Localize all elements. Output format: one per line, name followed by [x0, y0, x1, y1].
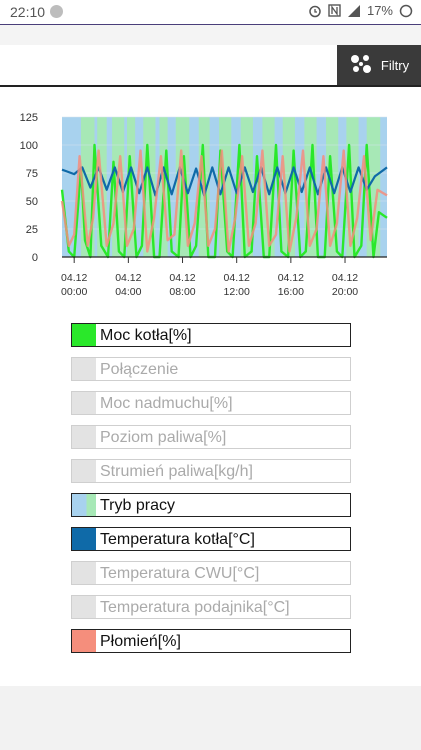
- legend-item-6[interactable]: Temperatura kotła[°C]: [71, 527, 351, 551]
- filter-label: Filtry: [380, 57, 410, 73]
- x-tick-time: 04:00: [115, 286, 141, 298]
- y-tick-label: 125: [20, 112, 38, 124]
- status-time: 22:10: [10, 4, 46, 20]
- legend-item-0[interactable]: Moc kotła[%]: [71, 323, 351, 347]
- legend-swatch: [72, 562, 96, 584]
- legend-list: Moc kotła[%] Połączenie Moc nadmuchu[%] Poz…: [71, 323, 351, 663]
- legend-swatch: [72, 460, 96, 482]
- status-icons: 17%: [308, 3, 413, 18]
- y-tick-label: 0: [32, 252, 38, 264]
- content-panel: 0 25 50 75 100 125 04.12 00:00 04.12 04:00 04.12 08…: [0, 87, 421, 686]
- legend-item-9[interactable]: Płomień[%]: [71, 629, 351, 653]
- legend-label: Poziom paliwa[%]: [100, 429, 227, 446]
- battery-level: 17%: [366, 3, 393, 18]
- series-line-2: [60, 149, 388, 253]
- legend-label: Połączenie: [100, 361, 179, 378]
- x-tick-date: 04.12: [61, 272, 87, 284]
- signal-icon: [347, 4, 361, 18]
- battery-icon: [399, 4, 413, 18]
- legend-item-8[interactable]: Temperatura podajnika[°C]: [71, 595, 351, 619]
- legend-label: Strumień paliwa[kg/h]: [100, 463, 253, 480]
- status-bar: 22:10 17%: [0, 0, 421, 24]
- legend-item-5[interactable]: Tryb pracy: [71, 493, 351, 517]
- legend-label: Temperatura podajnika[°C]: [100, 599, 290, 616]
- boiler-chart: 0 25 50 75 100 125 04.12 00:00 04.12 04:00 04.12 08…: [20, 112, 388, 298]
- top-spacer: [0, 25, 421, 45]
- legend-item-2[interactable]: Moc nadmuchu[%]: [71, 391, 351, 415]
- x-tick-time: 00:00: [61, 286, 87, 298]
- legend-item-1[interactable]: Połączenie: [71, 357, 351, 381]
- y-tick-label: 100: [20, 140, 38, 152]
- filter-button[interactable]: Filtry: [337, 45, 421, 85]
- legend-label: Temperatura kotła[°C]: [100, 531, 255, 548]
- x-tick-date: 04.12: [169, 272, 195, 284]
- legend-label: Płomień[%]: [100, 633, 181, 650]
- legend-label: Moc nadmuchu[%]: [100, 395, 233, 412]
- legend-swatch: [72, 630, 96, 652]
- legend-swatch: [72, 392, 96, 414]
- x-tick-time: 12:00: [224, 286, 250, 298]
- legend-label: Temperatura CWU[°C]: [100, 565, 260, 582]
- legend-swatch: [72, 528, 96, 550]
- legend-swatch: [72, 324, 96, 346]
- x-tick-date: 04.12: [224, 272, 250, 284]
- x-tick-time: 16:00: [278, 286, 304, 298]
- y-tick-label: 75: [26, 168, 38, 180]
- x-tick-time: 08:00: [169, 286, 195, 298]
- legend-swatch: [72, 358, 96, 380]
- legend-item-7[interactable]: Temperatura CWU[°C]: [71, 561, 351, 585]
- legend-swatch: [72, 596, 96, 618]
- x-tick-time: 20:00: [332, 286, 358, 298]
- legend-label: Tryb pracy: [100, 497, 175, 514]
- mode-band-11: [282, 117, 295, 257]
- accent-line: [0, 24, 421, 25]
- legend-label: Moc kotła[%]: [100, 327, 192, 344]
- filter-icon: [349, 53, 373, 78]
- y-tick-label: 25: [26, 224, 38, 236]
- notification-app-icon: [50, 5, 63, 18]
- legend-swatch: [72, 426, 96, 448]
- legend-item-3[interactable]: Poziom paliwa[%]: [71, 425, 351, 449]
- alarm-icon: [308, 4, 322, 18]
- nfc-icon: [328, 4, 341, 17]
- x-tick-date: 04.12: [332, 272, 358, 284]
- x-tick-date: 04.12: [278, 272, 304, 284]
- legend-item-4[interactable]: Strumień paliwa[kg/h]: [71, 459, 351, 483]
- header-bar: Filtry: [0, 45, 421, 87]
- x-tick-date: 04.12: [115, 272, 141, 284]
- bottom-area: [0, 686, 421, 750]
- y-tick-label: 50: [26, 196, 38, 208]
- series-line-0: [60, 143, 388, 259]
- legend-swatch: [72, 494, 96, 516]
